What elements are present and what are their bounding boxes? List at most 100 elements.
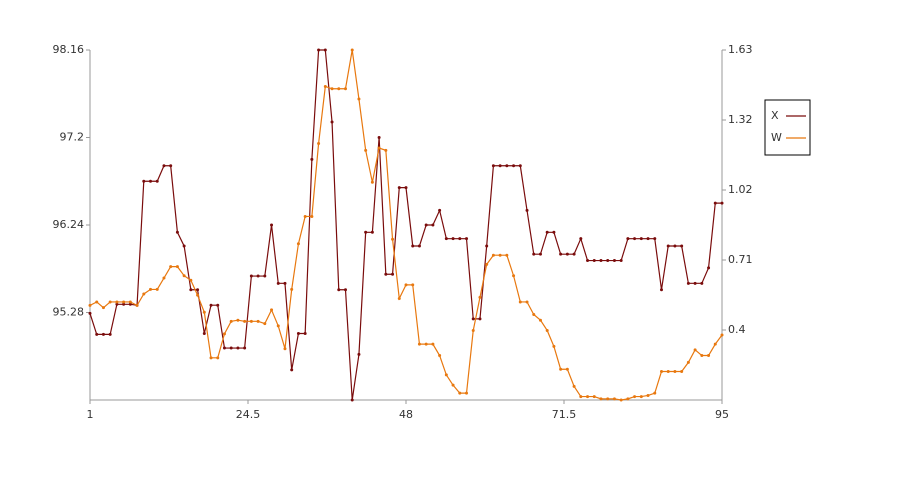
data-point: [693, 281, 697, 285]
data-point: [639, 237, 643, 241]
data-point: [538, 318, 542, 322]
data-point: [424, 223, 428, 227]
y2-tick-label: 1.02: [728, 183, 753, 196]
data-point: [505, 253, 509, 257]
data-point: [229, 319, 233, 323]
series-line: [89, 49, 722, 401]
data-point: [720, 201, 724, 205]
data-point: [653, 237, 657, 241]
data-point: [491, 164, 495, 168]
data-point: [592, 259, 596, 263]
y2-tick-label: 1.32: [728, 113, 753, 126]
data-point: [411, 283, 415, 287]
data-point: [491, 253, 495, 257]
data-point: [633, 395, 637, 399]
data-point: [639, 395, 643, 399]
data-point: [512, 274, 516, 278]
data-point: [283, 281, 287, 285]
data-point: [417, 342, 421, 346]
data-point: [88, 303, 92, 307]
data-point: [478, 317, 482, 321]
y-tick-label: 98.16: [53, 43, 85, 56]
data-point: [612, 397, 616, 401]
data-point: [559, 252, 563, 256]
data-point: [229, 346, 233, 350]
data-point: [256, 319, 260, 323]
data-point: [276, 324, 280, 328]
data-point: [222, 346, 226, 350]
data-point: [350, 48, 354, 52]
data-point: [444, 237, 448, 241]
data-point: [498, 164, 502, 168]
data-point: [236, 346, 240, 350]
data-point: [323, 84, 327, 88]
data-point: [236, 318, 240, 322]
data-point: [296, 242, 300, 246]
data-point: [310, 214, 314, 218]
data-point: [391, 272, 395, 276]
data-point: [707, 354, 711, 358]
data-point: [391, 237, 395, 241]
data-point: [162, 276, 166, 280]
data-point: [149, 179, 153, 183]
data-point: [222, 332, 226, 336]
data-point: [135, 303, 139, 307]
data-point: [101, 332, 105, 336]
y2-tick-label: 1.63: [728, 43, 753, 56]
data-point: [606, 397, 610, 401]
data-point: [545, 230, 549, 234]
data-point: [303, 331, 307, 335]
data-point: [108, 300, 112, 304]
data-point: [283, 347, 287, 351]
data-point: [243, 346, 247, 350]
data-point: [310, 157, 314, 161]
data-point: [317, 48, 321, 52]
data-point: [202, 331, 206, 335]
data-point: [370, 230, 374, 234]
data-point: [343, 288, 347, 292]
data-point: [653, 391, 657, 395]
data-point: [525, 208, 529, 212]
data-point: [115, 300, 119, 304]
data-point: [680, 369, 684, 373]
data-point: [404, 283, 408, 287]
data-point: [458, 237, 462, 241]
y2-tick-label: 0.71: [728, 253, 753, 266]
data-point: [290, 287, 294, 291]
data-point: [370, 180, 374, 184]
data-point: [498, 253, 502, 257]
data-point: [122, 300, 126, 304]
data-point: [290, 368, 294, 372]
data-point: [377, 146, 381, 150]
data-point: [465, 237, 469, 241]
x-tick-label: 95: [715, 408, 729, 421]
data-point: [169, 265, 173, 269]
data-point: [256, 274, 260, 278]
y-tick-label: 96.24: [53, 218, 85, 231]
data-point: [592, 395, 596, 399]
data-point: [700, 281, 704, 285]
data-point: [545, 328, 549, 332]
data-point: [552, 230, 556, 234]
data-point: [149, 287, 153, 291]
data-point: [417, 244, 421, 248]
data-point: [659, 369, 663, 373]
data-point: [686, 281, 690, 285]
x-tick-label: 48: [399, 408, 413, 421]
data-point: [485, 262, 489, 266]
data-point: [128, 302, 132, 306]
data-point: [424, 342, 428, 346]
legend-label: X: [771, 109, 779, 122]
data-point: [263, 274, 267, 278]
data-point: [196, 288, 200, 292]
data-point: [599, 397, 603, 401]
data-point: [707, 266, 711, 270]
data-point: [101, 306, 105, 310]
data-point: [108, 332, 112, 336]
data-point: [175, 265, 179, 269]
data-point: [673, 244, 677, 248]
data-point: [693, 348, 697, 352]
data-point: [619, 398, 623, 402]
data-point: [169, 164, 173, 168]
data-point: [471, 328, 475, 332]
